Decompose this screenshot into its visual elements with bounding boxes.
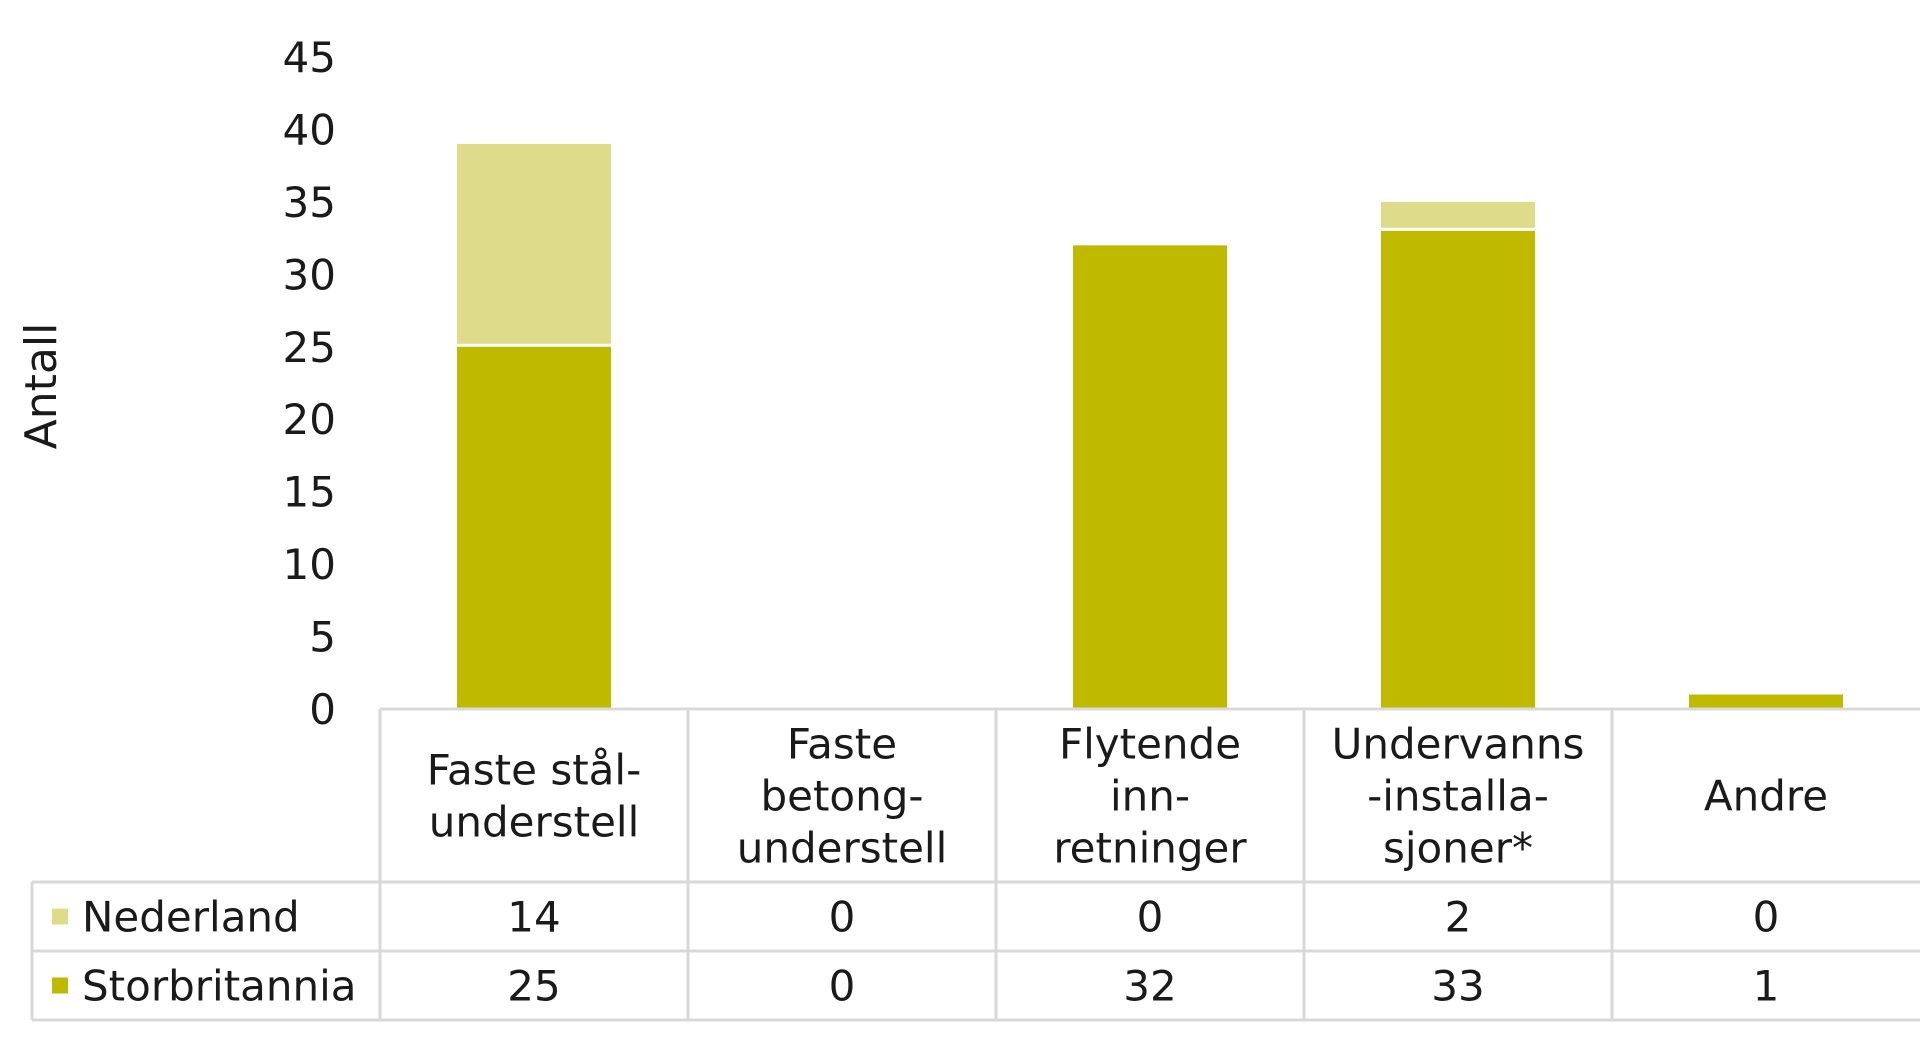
category-label: Flytende: [1059, 720, 1241, 769]
category-label: Faste: [787, 720, 897, 769]
bar-segment: [1381, 201, 1535, 228]
legend-swatch: [52, 977, 68, 994]
table-cell: 0: [1137, 893, 1164, 942]
legend-swatch: [52, 908, 68, 925]
table-cell: 0: [1753, 893, 1780, 942]
bars: [457, 143, 1843, 709]
y-axis-label: Antall: [16, 323, 67, 450]
y-tick-label: 15: [283, 468, 336, 517]
bar-segment: [457, 143, 611, 344]
bar-segment: [1689, 694, 1843, 709]
category-label: Faste stål-: [427, 746, 642, 795]
table-cell: 32: [1123, 962, 1176, 1011]
bar-segment: [1381, 230, 1535, 709]
bar-segment: [457, 346, 611, 709]
table-cell: 1: [1753, 962, 1780, 1011]
y-axis: 0 5 10 15 20 25 30 35 40 45: [283, 33, 336, 734]
y-tick-label: 25: [283, 323, 336, 372]
table-cell: 0: [829, 893, 856, 942]
category-label: understell: [737, 824, 948, 873]
table-cell: 2: [1445, 893, 1472, 942]
category-label: sjoner*: [1383, 824, 1533, 873]
y-tick-label: 10: [283, 540, 336, 589]
bar-segment: [1073, 245, 1227, 709]
y-tick-label: 5: [309, 613, 336, 662]
table-cell: 25: [507, 962, 560, 1011]
data-table: Faste stål-understell Fastebetong-underst…: [30, 707, 1920, 1022]
category-label: -installa-: [1367, 772, 1549, 821]
y-tick-label: 0: [309, 685, 336, 734]
y-tick-label: 45: [283, 33, 336, 82]
category-label: betong-: [760, 772, 923, 821]
category-label: inn-: [1110, 772, 1190, 821]
legend-label: Nederland: [82, 893, 300, 942]
y-tick-label: 20: [283, 395, 336, 444]
y-tick-label: 35: [283, 178, 336, 227]
table-cell: 33: [1431, 962, 1484, 1011]
category-label: Andre: [1704, 772, 1828, 821]
y-tick-label: 30: [283, 250, 336, 299]
table-cell: 14: [507, 893, 560, 942]
legend-label: Storbritannia: [82, 962, 357, 1011]
y-tick-label: 40: [283, 105, 336, 154]
table-cell: 0: [829, 962, 856, 1011]
category-label: retninger: [1053, 824, 1247, 873]
category-label: Undervanns: [1332, 720, 1585, 769]
category-label: understell: [429, 798, 640, 847]
